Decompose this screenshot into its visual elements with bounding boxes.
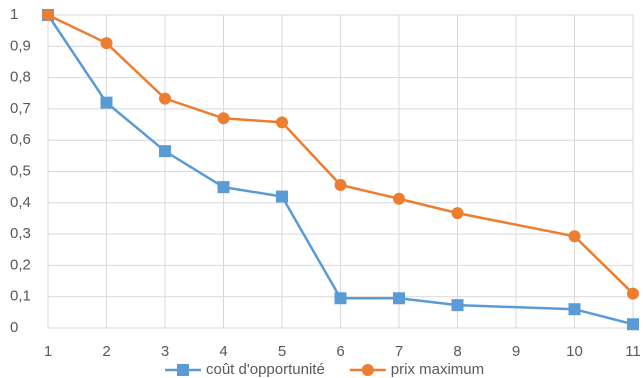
- x-tick-label: 3: [161, 343, 169, 360]
- data-point: [217, 181, 230, 194]
- data-point: [393, 292, 405, 305]
- data-point: [100, 96, 113, 109]
- legend-label: prix maximum: [391, 361, 484, 378]
- x-tick-label: 11: [625, 343, 641, 360]
- y-tick-label: 0,3: [10, 225, 31, 242]
- data-point: [217, 112, 230, 125]
- data-point: [159, 92, 171, 105]
- x-tick-label: 7: [395, 343, 403, 360]
- data-point: [159, 145, 171, 158]
- legend-label: coût d'opportunité: [206, 361, 325, 378]
- y-tick-label: 0,4: [10, 194, 31, 211]
- y-tick-label: 0: [10, 319, 18, 336]
- y-tick-label: 0,1: [10, 288, 31, 305]
- x-tick-label: 1: [44, 343, 52, 360]
- y-tick-label: 0,9: [10, 37, 31, 54]
- data-point: [451, 299, 464, 312]
- data-point: [276, 116, 288, 129]
- data-point: [334, 292, 347, 305]
- data-point: [393, 192, 405, 205]
- x-tick-label: 8: [453, 343, 461, 360]
- y-tick-label: 0,7: [10, 100, 31, 117]
- x-tick-label: 5: [278, 343, 286, 360]
- legend-marker: [361, 364, 374, 376]
- data-point: [568, 230, 581, 243]
- y-tick-label: 0,5: [10, 162, 31, 179]
- y-tick-label: 0,6: [10, 131, 31, 148]
- y-tick-label: 0,2: [10, 256, 31, 273]
- data-point: [627, 287, 639, 300]
- y-tick-label: 1: [10, 6, 18, 23]
- data-point: [42, 9, 54, 21]
- data-point: [276, 190, 288, 203]
- data-point: [451, 207, 464, 220]
- x-tick-label: 6: [336, 343, 344, 360]
- data-point: [334, 178, 347, 191]
- x-tick-label: 10: [566, 343, 583, 360]
- series-line: [46, 14, 634, 326]
- data-point: [100, 37, 113, 50]
- legend-marker: [177, 364, 189, 376]
- x-tick-label: 9: [512, 343, 520, 360]
- data-point: [627, 318, 639, 331]
- x-tick-label: 4: [219, 343, 227, 360]
- data-point: [568, 303, 581, 316]
- y-tick-label: 0,8: [10, 69, 31, 86]
- x-tick-label: 2: [102, 343, 110, 360]
- series-line: [47, 13, 634, 295]
